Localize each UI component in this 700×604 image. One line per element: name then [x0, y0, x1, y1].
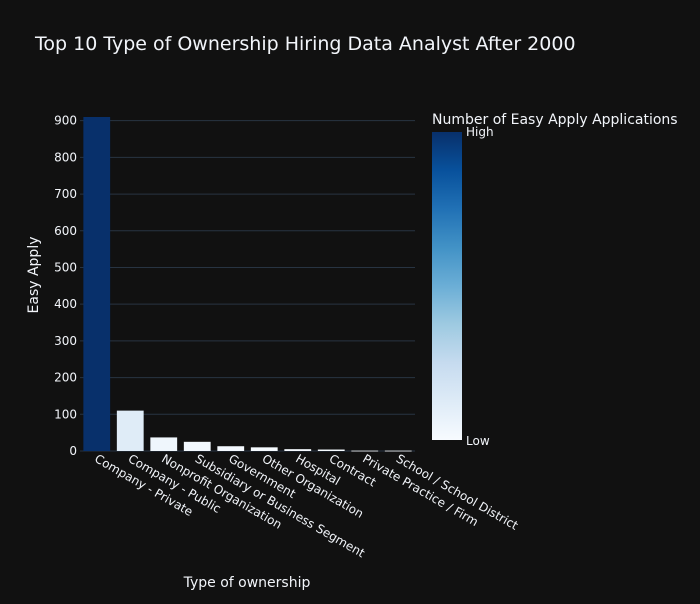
y-tick-label: 900	[54, 114, 77, 128]
y-tick-label: 400	[54, 297, 77, 311]
y-tick-label: 500	[54, 260, 77, 274]
bar	[317, 449, 345, 451]
gridlines	[80, 120, 415, 452]
y-tick-label: 200	[54, 371, 77, 385]
bars	[83, 117, 412, 452]
y-tick-label: 600	[54, 224, 77, 238]
y-tick-label: 0	[69, 444, 77, 458]
colorbar-high-label: High	[466, 125, 494, 139]
colorbar-gradient	[432, 132, 462, 440]
y-tick-label: 700	[54, 187, 77, 201]
y-tick-label: 800	[54, 150, 77, 164]
x-axis-label: Type of ownership	[183, 575, 311, 591]
bar	[384, 450, 412, 452]
y-axis-ticks: 0 100 200 300 400 500 600 700 800 900	[54, 114, 77, 458]
colorbar-title: Number of Easy Apply Applications	[432, 112, 678, 128]
bar	[217, 446, 245, 451]
chart-title: Top 10 Type of Ownership Hiring Data Ana…	[34, 33, 576, 55]
y-tick-label: 100	[54, 407, 77, 421]
bar	[183, 441, 211, 451]
colorbar-low-label: Low	[466, 434, 490, 448]
y-tick-label: 300	[54, 334, 77, 348]
bar	[83, 117, 111, 451]
colorbar: Number of Easy Apply Applications High L…	[432, 112, 678, 448]
bar	[351, 450, 379, 452]
bar	[116, 410, 144, 451]
bar	[250, 447, 278, 451]
bar	[284, 449, 312, 451]
bar	[150, 437, 178, 451]
y-axis-label: Easy Apply	[26, 237, 42, 314]
